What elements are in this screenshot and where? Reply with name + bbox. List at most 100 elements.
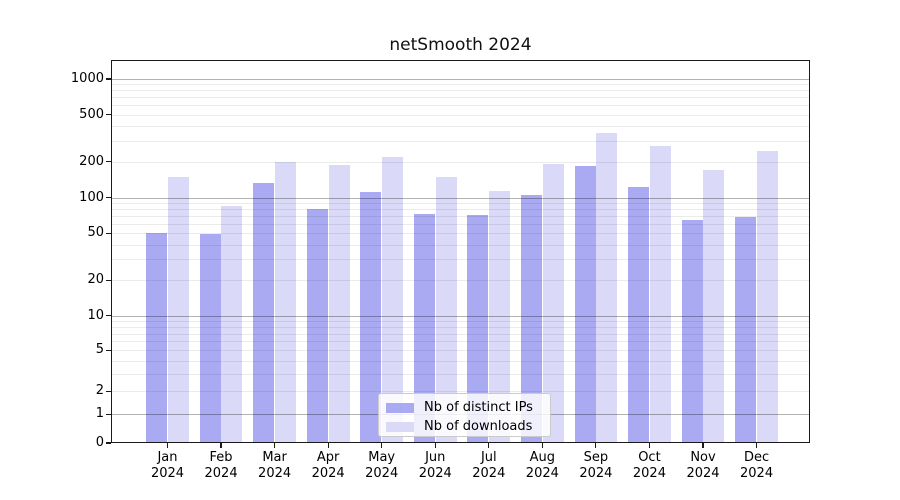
bar-nb-of-downloads-dec [756,151,778,443]
y-tick-1000 [106,78,111,80]
gridline-300 [111,140,810,142]
x-tick-label-dec: Dec 2024 [740,450,774,481]
x-tick-oct [648,443,651,448]
x-tick-mar [274,443,276,448]
gridline-80 [111,209,810,211]
x-tick-jun [434,443,436,448]
gridline-7 [111,333,810,335]
gridline-5 [111,350,810,352]
y-tick-label-1000: 1000 [70,71,104,86]
x-tick-aug [541,443,543,448]
x-tick-nov [702,443,704,448]
bar-nb-of-downloads-jul [489,191,511,443]
bar-nb-of-distinct-ips-may [360,191,382,443]
gridline-20 [111,280,810,282]
legend-entry-distinct-ips: Nb of distinct IPs [386,398,550,417]
bar-nb-of-distinct-ips-jan [146,233,168,443]
legend-label-distinct-ips: Nb of distinct IPs [424,400,533,415]
y-tick-label-2: 2 [95,383,104,399]
gridline-6 [111,341,810,343]
y-tick-label-50: 50 [87,225,104,241]
bar-nb-of-distinct-ips-sep [574,165,596,443]
y-tick-label-10: 10 [87,307,104,323]
x-tick-jul [488,443,490,448]
bar-nb-of-distinct-ips-dec [735,217,757,443]
bar-nb-of-distinct-ips-jun [413,213,435,443]
x-tick-label-jan: Jan 2024 [150,450,185,481]
x-tick-label-mar: Mar 2024 [258,450,292,481]
x-tick-sep [595,443,597,448]
y-tick-10 [106,315,111,317]
gridline-50 [111,233,810,235]
y-tick-0 [106,442,111,444]
gridline-10 [111,315,810,317]
gridline-400 [111,126,810,128]
legend-swatch-downloads [386,421,414,432]
axes-frame [111,60,810,443]
gridline-100 [111,197,810,199]
gridline-800 [111,90,810,92]
bar-nb-of-distinct-ips-jul [467,215,489,443]
y-tick-100 [106,196,111,199]
bar-nb-of-downloads-sep [596,133,618,443]
gridline-4 [111,361,810,363]
bar-nb-of-downloads-jun [435,176,457,443]
y-tick-500 [106,114,111,116]
bar-nb-of-distinct-ips-feb [199,234,221,443]
gridline-70 [111,215,810,217]
bar-nb-of-downloads-nov [703,170,725,443]
chart-title: netSmooth 2024 [389,35,532,55]
y-tick-label-5: 5 [95,342,104,358]
gridline-3 [111,374,810,376]
legend-entry-downloads: Nb of downloads [386,417,550,436]
x-tick-label-feb: Feb 2024 [204,450,238,481]
gridline-40 [111,244,810,246]
x-tick-label-aug: Aug 2024 [525,450,559,481]
gridline-500 [111,114,810,116]
gridline-8 [111,327,810,328]
gridline-60 [111,223,810,225]
y-tick-label-20: 20 [87,272,104,288]
legend-label-downloads: Nb of downloads [424,419,533,434]
x-tick-label-oct: Oct 2024 [632,450,666,481]
x-tick-label-jun: Jun 2024 [418,450,452,481]
y-tick-label-1: 1 [95,406,104,422]
x-tick-jan [166,443,169,448]
y-tick-2 [106,390,111,393]
gridline-700 [111,97,810,99]
bar-nb-of-downloads-oct [649,146,671,443]
bar-nb-of-distinct-ips-aug [520,194,542,443]
x-tick-label-may: May 2024 [365,450,399,481]
bar-nb-of-downloads-may [382,157,404,443]
gridline-90 [111,202,810,204]
gridline-600 [111,105,810,107]
bar-nb-of-distinct-ips-mar [253,183,275,443]
legend-swatch-distinct-ips [386,402,414,413]
bar-nb-of-downloads-feb [221,205,243,443]
y-tick-50 [106,232,111,234]
bar-nb-of-distinct-ips-nov [681,219,703,443]
bar-nb-of-downloads-aug [542,164,564,443]
y-tick-1 [106,413,111,415]
x-tick-label-jul: Jul 2024 [472,450,506,481]
y-tick-label-0: 0 [95,435,104,450]
x-tick-dec [755,443,758,448]
y-tick-label-100: 100 [79,189,104,205]
x-tick-may [381,443,383,448]
x-tick-label-sep: Sep 2024 [579,450,613,481]
x-tick-label-nov: Nov 2024 [686,450,720,481]
bar-nb-of-distinct-ips-oct [628,187,650,443]
gridline-2 [111,391,810,393]
y-tick-20 [106,279,111,281]
gridline-30 [111,259,810,261]
y-tick-5 [106,349,111,351]
gridline-900 [111,84,810,86]
y-tick-label-500: 500 [79,106,104,122]
x-tick-apr [327,443,329,448]
y-tick-label-200: 200 [79,153,104,169]
legend: Nb of distinct IPs Nb of downloads [378,393,551,437]
gridline-1000 [111,79,810,80]
bar-nb-of-distinct-ips-apr [306,209,328,443]
x-tick-feb [220,443,222,448]
